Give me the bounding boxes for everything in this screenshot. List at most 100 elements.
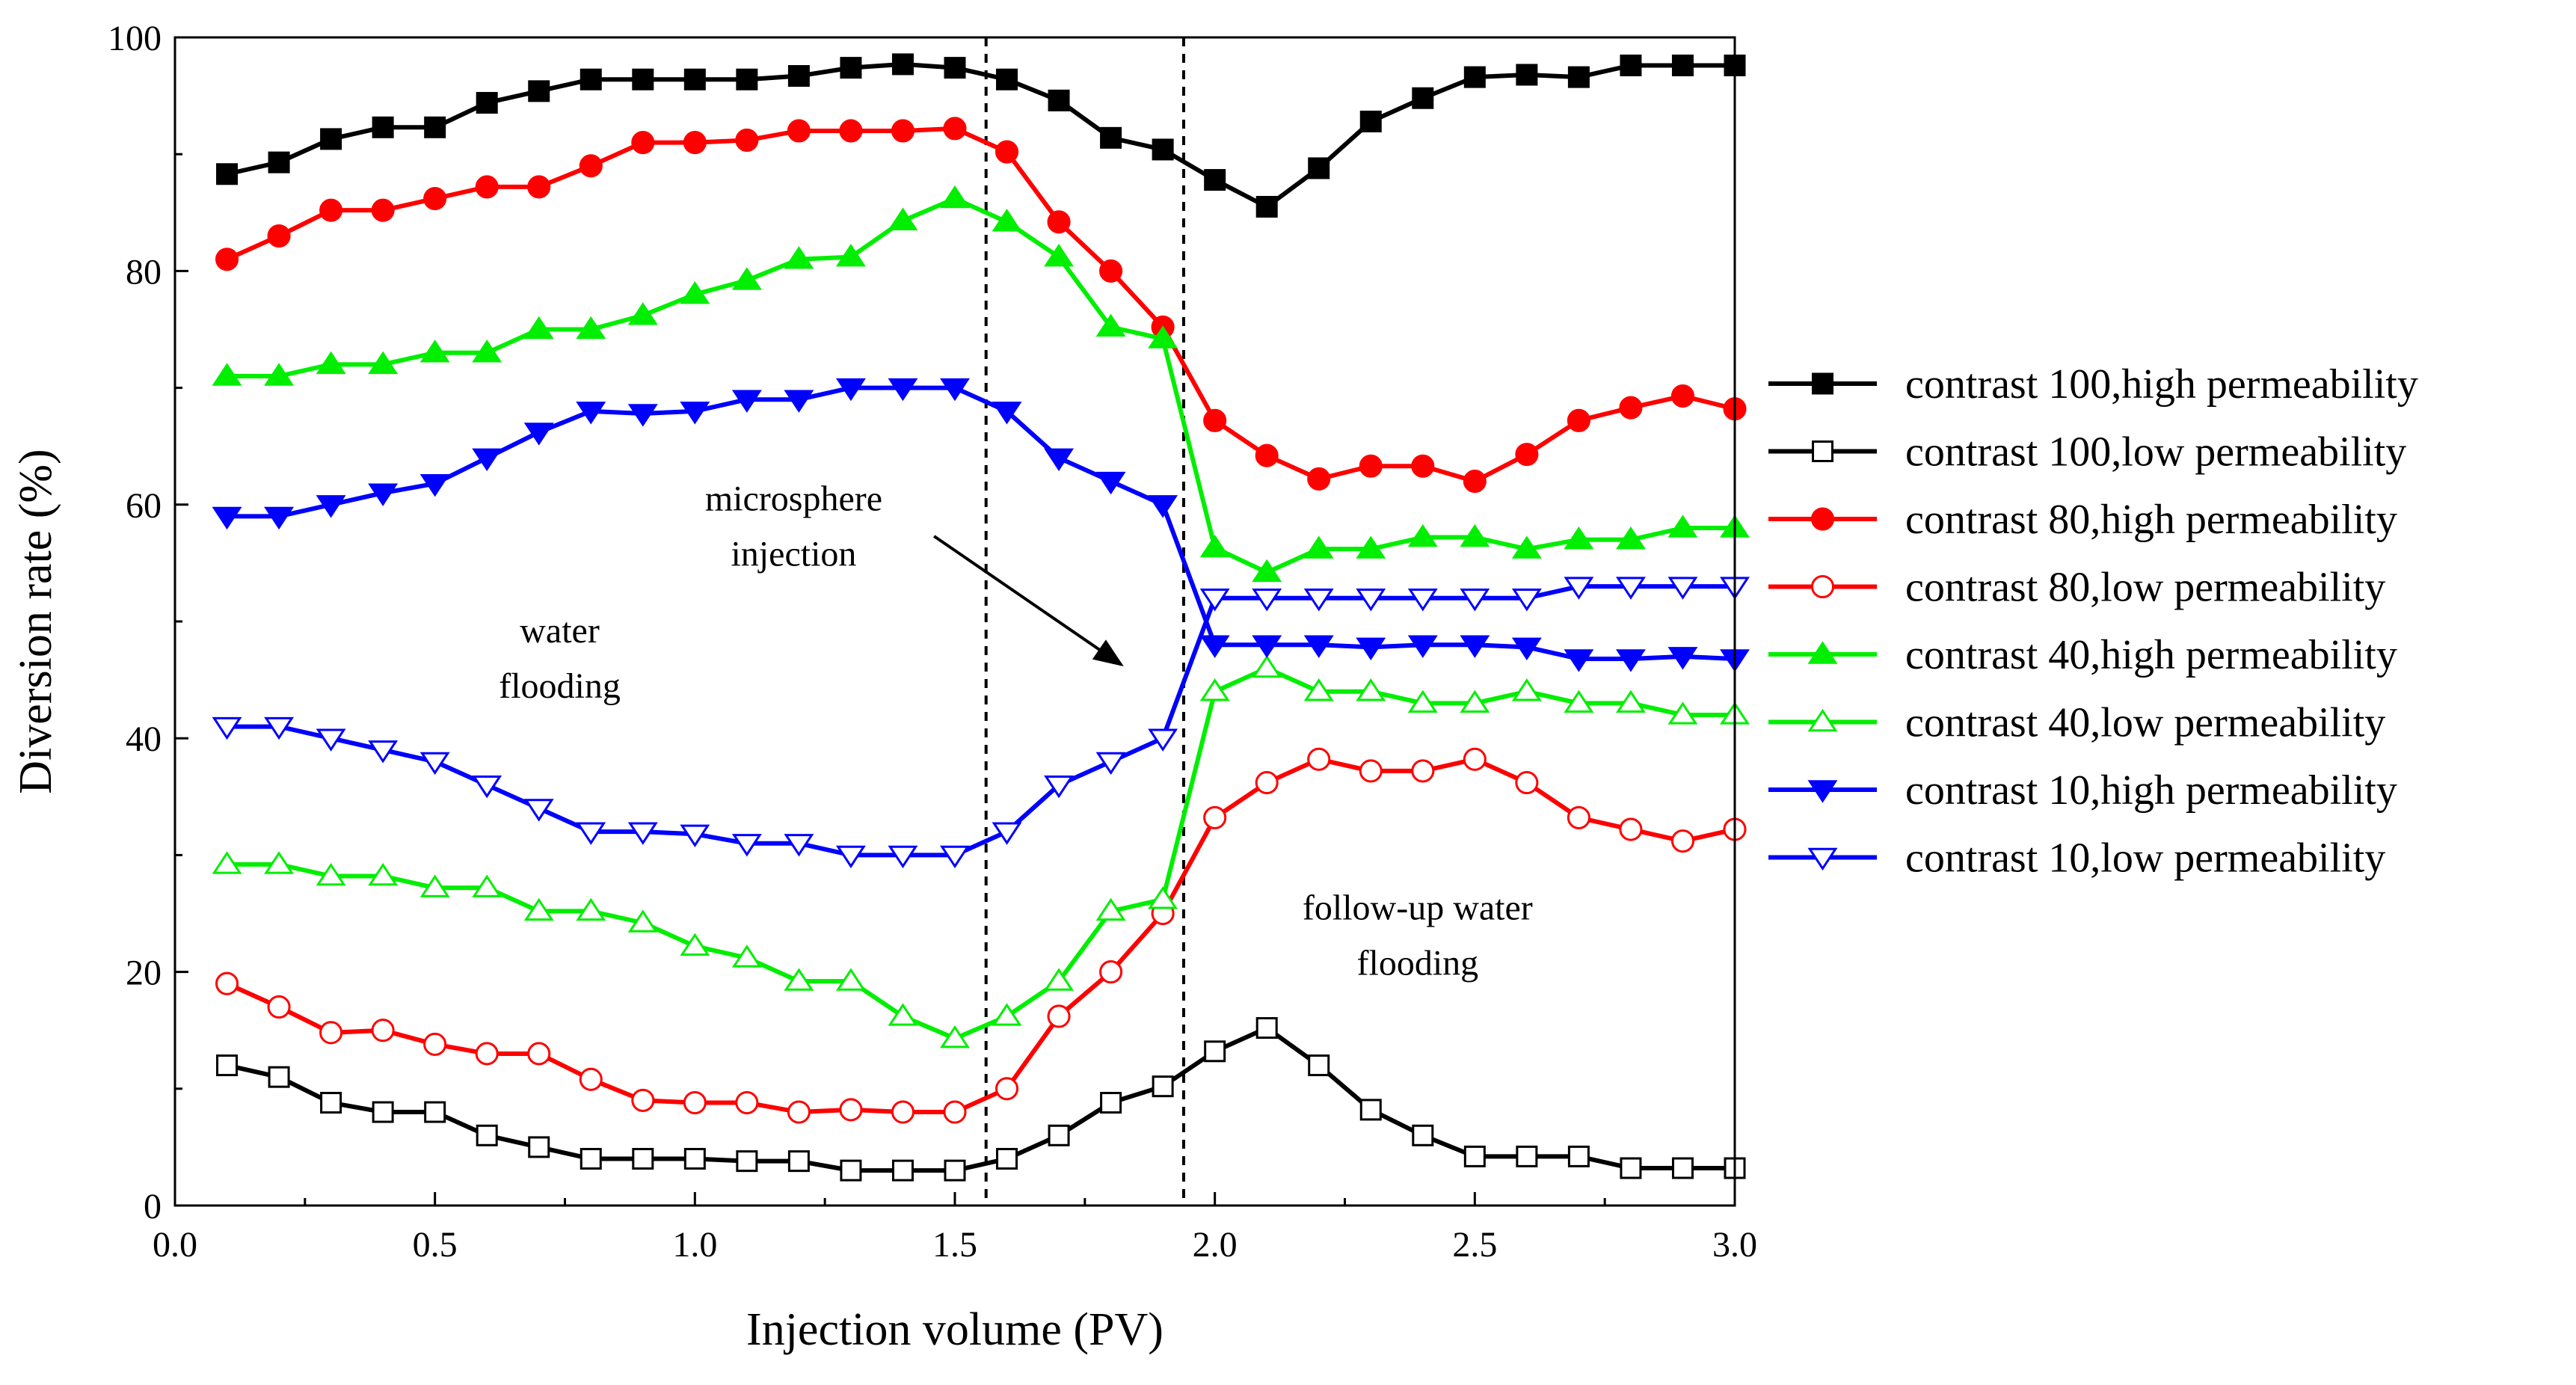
data-point xyxy=(1515,443,1539,467)
data-point xyxy=(423,1032,447,1056)
data-point xyxy=(632,1148,654,1170)
legend: contrast 100,high permeability contrast 1… xyxy=(1768,361,2418,882)
data-point xyxy=(1615,577,1646,600)
data-point xyxy=(419,340,450,363)
data-point xyxy=(1620,54,1642,76)
data-point xyxy=(1047,1004,1071,1028)
data-point xyxy=(940,378,970,402)
data-point xyxy=(992,822,1022,845)
data-point xyxy=(680,933,710,956)
data-point xyxy=(1307,467,1331,491)
data-point xyxy=(1511,637,1542,661)
data-point xyxy=(1615,649,1646,672)
data-point xyxy=(787,1100,811,1124)
data-point xyxy=(735,128,759,152)
data-point xyxy=(1148,325,1178,348)
data-point xyxy=(992,402,1022,425)
series-4 xyxy=(212,185,1750,583)
data-point xyxy=(1148,886,1178,909)
data-point xyxy=(1412,87,1434,109)
data-point xyxy=(1356,535,1386,559)
y-tick-label: 80 xyxy=(126,252,162,292)
data-point xyxy=(216,163,239,185)
data-point xyxy=(736,1150,758,1173)
data-point xyxy=(472,775,502,799)
data-point xyxy=(1564,577,1594,600)
data-point xyxy=(527,1042,551,1066)
data-point xyxy=(368,351,399,375)
data-point xyxy=(1047,210,1071,234)
data-point xyxy=(1407,589,1438,612)
data-point xyxy=(528,1136,550,1158)
data-point xyxy=(268,1066,290,1088)
data-point xyxy=(1667,515,1698,538)
data-point xyxy=(1048,89,1070,111)
data-point xyxy=(940,1025,970,1048)
data-point xyxy=(840,1159,862,1182)
data-point xyxy=(576,316,606,340)
data-point xyxy=(264,716,295,740)
data-point xyxy=(475,175,499,199)
annotation-text: flooding xyxy=(499,666,621,706)
data-point xyxy=(627,822,658,845)
data-point xyxy=(523,423,554,446)
data-point xyxy=(1411,759,1435,783)
data-point xyxy=(683,1148,706,1170)
data-point xyxy=(580,1148,602,1170)
annotation-text: flooding xyxy=(1357,943,1479,983)
legend-marker xyxy=(1810,574,1835,599)
data-point xyxy=(1671,1157,1694,1179)
data-point xyxy=(1463,1145,1486,1167)
data-point xyxy=(1407,690,1438,713)
data-point xyxy=(1255,771,1279,795)
data-point xyxy=(680,280,710,304)
data-point xyxy=(1100,1092,1122,1114)
data-point xyxy=(1303,678,1334,701)
data-point xyxy=(1048,1124,1070,1146)
data-point xyxy=(212,716,242,740)
data-point xyxy=(267,995,291,1019)
data-point xyxy=(944,1159,966,1182)
data-point xyxy=(1308,157,1330,179)
data-point xyxy=(1460,523,1490,547)
legend-marker xyxy=(1812,440,1833,462)
data-point xyxy=(424,1101,446,1123)
series-line xyxy=(227,584,1735,858)
data-point xyxy=(1564,649,1594,672)
annotation-arrow xyxy=(933,535,1124,667)
data-point xyxy=(1095,752,1126,776)
data-point xyxy=(523,799,554,822)
data-point xyxy=(419,752,450,776)
x-tick-label: 1.5 xyxy=(932,1225,977,1265)
legend-entry: contrast 80,high permeability xyxy=(1768,497,2397,543)
data-point xyxy=(1463,66,1486,88)
data-point xyxy=(1095,897,1126,921)
legend-marker xyxy=(1807,780,1838,803)
data-point xyxy=(1359,110,1382,132)
series-line xyxy=(227,196,1735,575)
data-point xyxy=(787,1150,810,1173)
data-point xyxy=(1516,64,1538,86)
data-point xyxy=(371,198,395,222)
data-point xyxy=(1252,559,1282,583)
data-point xyxy=(1359,454,1383,478)
series-line xyxy=(226,126,1736,484)
data-point xyxy=(1044,968,1075,991)
data-point xyxy=(576,897,606,921)
data-point xyxy=(368,483,399,506)
data-point xyxy=(631,131,655,155)
data-point xyxy=(1203,408,1227,432)
legend-marker xyxy=(1807,847,1838,871)
data-point xyxy=(319,1021,343,1045)
data-point xyxy=(316,728,346,752)
y-tick-label: 60 xyxy=(126,486,162,526)
data-point xyxy=(368,740,399,764)
data-point xyxy=(1671,54,1694,76)
annotation-text: follow-up water xyxy=(1303,888,1533,927)
data-point xyxy=(731,945,762,968)
data-point xyxy=(940,185,970,209)
data-point xyxy=(476,1124,498,1146)
y-tick-label: 40 xyxy=(126,719,162,759)
data-point xyxy=(1099,259,1123,283)
data-point xyxy=(579,154,603,178)
